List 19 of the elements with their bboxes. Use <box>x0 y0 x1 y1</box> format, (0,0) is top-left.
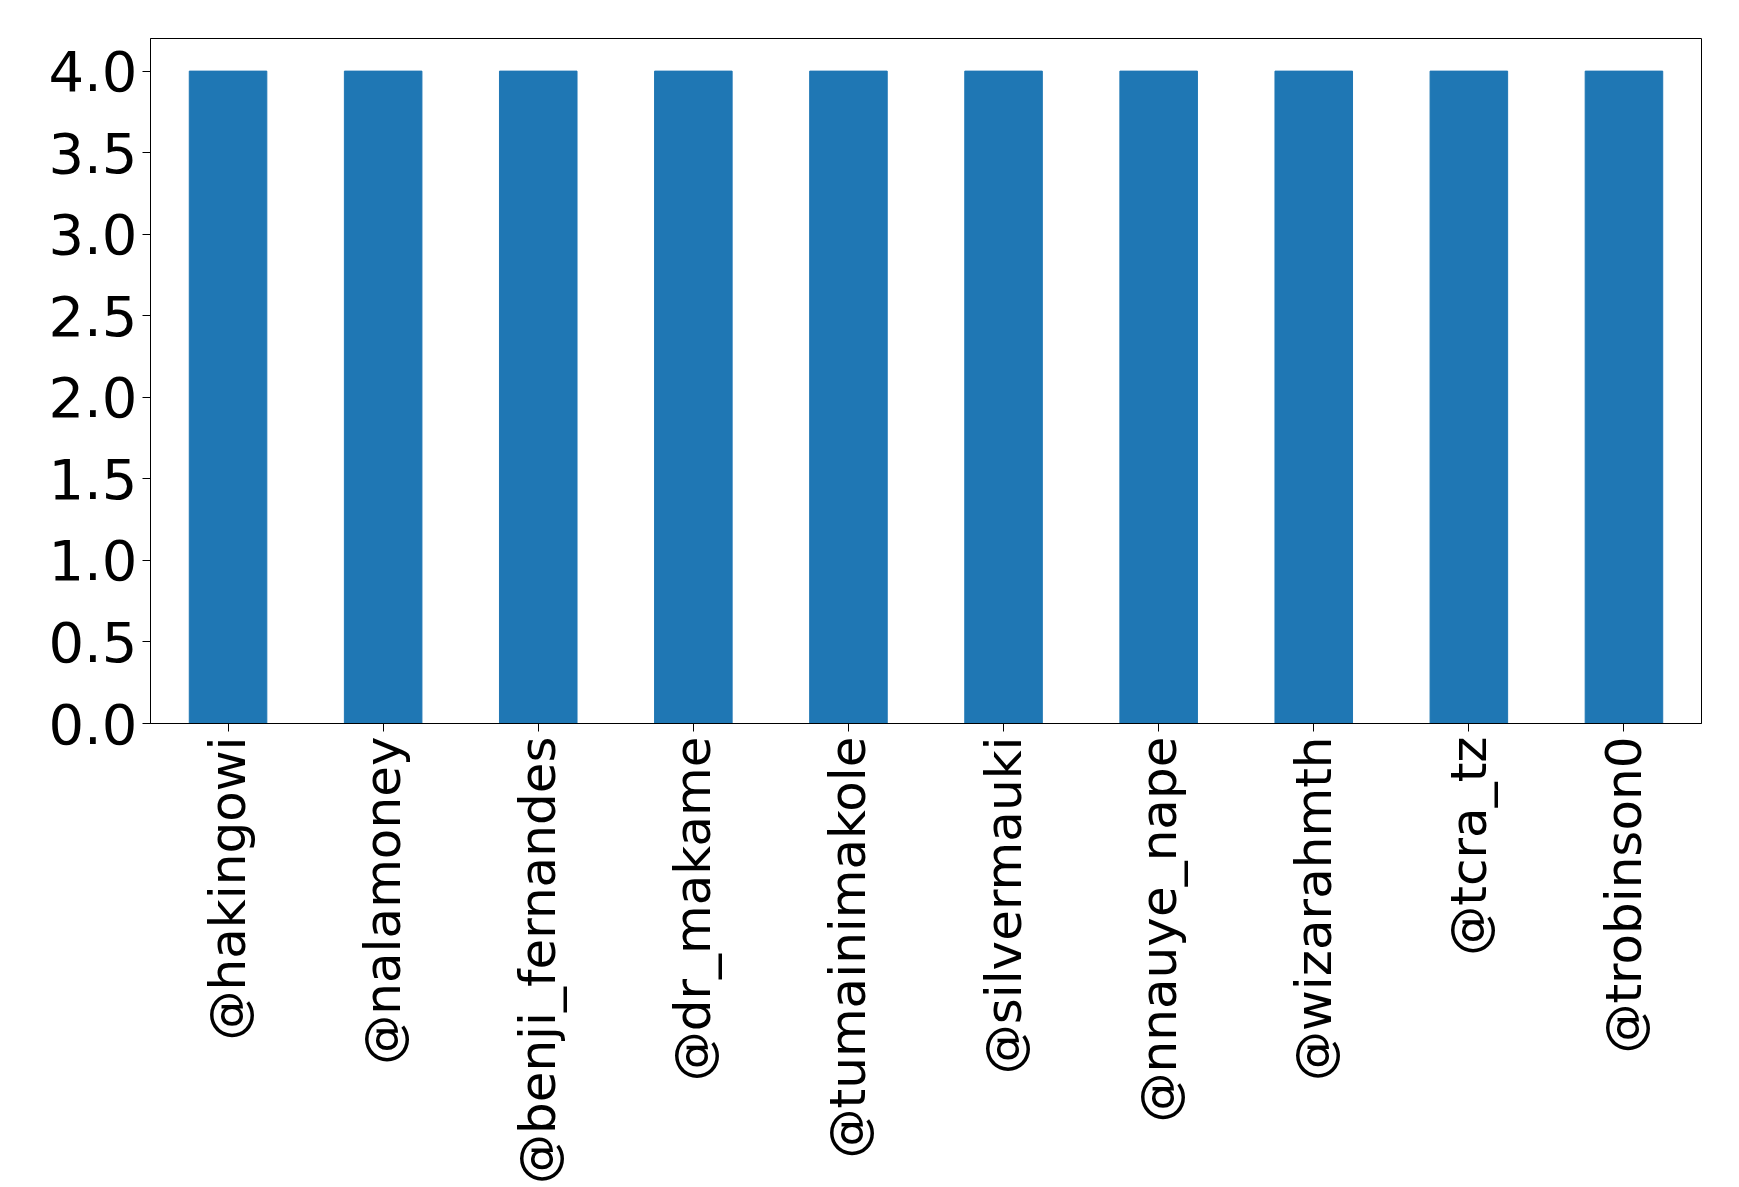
x-tick-label: @tcra_tz <box>1439 736 1498 956</box>
x-tick-label: @dr_makame <box>664 736 723 1082</box>
y-tick-label: 0.5 <box>48 609 138 675</box>
y-tick-label: 4.0 <box>48 39 138 105</box>
x-tick-label: @wizarahmth <box>1284 736 1343 1082</box>
y-tick-label: 3.5 <box>48 120 138 186</box>
x-tick-label: @silvermauki <box>974 736 1033 1075</box>
x-tick-label: @nnauye_nape <box>1129 736 1188 1123</box>
x-tick-label: @hakingowi <box>199 736 258 1041</box>
x-tick-label: @benji_fernandes <box>509 736 568 1185</box>
x-tick-label: @tumainimakole <box>819 736 878 1159</box>
x-tick-label: @nalamoney <box>354 736 413 1065</box>
y-tick-label: 0.0 <box>48 691 138 757</box>
x-tick-label: @trobinson0 <box>1594 736 1653 1054</box>
y-tick-label: 3.0 <box>48 202 138 268</box>
y-tick-label: 2.0 <box>48 365 138 431</box>
y-tick-label: 1.0 <box>48 528 138 594</box>
y-tick-label: 1.5 <box>48 446 138 512</box>
y-tick-label: 2.5 <box>48 283 138 349</box>
